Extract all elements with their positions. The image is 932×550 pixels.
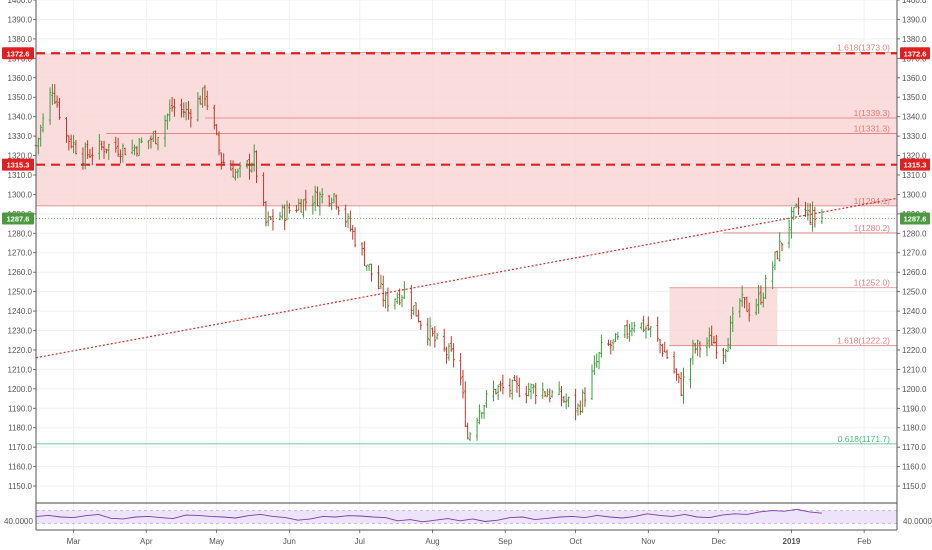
- y-tick-label-right: 1330.0: [902, 132, 927, 141]
- y-tick-label-left: 1190.0: [8, 404, 32, 413]
- x-tick-label: May: [209, 537, 224, 546]
- y-tick-label-right: 1270.0: [902, 249, 927, 258]
- y-tick-label-left: 1330.0: [8, 132, 33, 141]
- y-tick-label-right: 1180.0: [902, 424, 926, 433]
- fib-level-label: 1(1280.2): [854, 223, 891, 233]
- rsi-label-left: 40.0000: [4, 517, 33, 526]
- y-tick-label-left: 1160.0: [8, 463, 32, 472]
- x-tick-label: Aug: [425, 537, 439, 546]
- trendline: [35, 197, 898, 359]
- price-badge-left: [2, 212, 34, 225]
- fib-zone-rect: [669, 287, 778, 346]
- y-tick-label-left: 1390.0: [8, 15, 33, 24]
- y-tick-label-right: 1170.0: [902, 443, 926, 452]
- x-tick-label: 2019: [783, 537, 801, 546]
- y-tick-label-left: 1280.0: [8, 229, 33, 238]
- x-tick-label: Dec: [712, 537, 726, 546]
- y-axis-left: 1150.0 1160.0 1170.0 1180.0 1190.0 1200.0 1210…: [8, 0, 37, 530]
- y-tick-label-left: 1340.0: [8, 113, 33, 122]
- y-tick-label-left: 1150.0: [8, 482, 32, 491]
- y-tick-label-right: 1220.0: [902, 346, 927, 355]
- y-tick-label-right: 1390.0: [902, 15, 927, 24]
- y-tick-label-left: 1260.0: [8, 268, 33, 277]
- x-tick-label: Jun: [283, 537, 296, 546]
- y-tick-label-right: 1150.0: [902, 482, 926, 491]
- price-badge-right: [900, 47, 930, 60]
- price-badge-right: [900, 212, 930, 225]
- rsi-panel: 40.0000 40.0000: [4, 502, 932, 526]
- fib-level-label: 1.618(1222.2): [837, 336, 890, 346]
- y-tick-label-right: 1230.0: [902, 327, 927, 336]
- price-badge-right-text: 1372.6: [904, 49, 927, 58]
- y-tick-label-right: 1190.0: [902, 404, 926, 413]
- y-tick-label-left: 1300.0: [8, 190, 33, 199]
- y-tick-label-left: 1310.0: [8, 171, 33, 180]
- y-tick-label-right: 1200.0: [902, 385, 927, 394]
- rsi-label-right: 40.0000: [903, 517, 932, 526]
- fib-level-label: 1(1339.3): [854, 108, 891, 118]
- y-tick-label-right: 1320.0: [902, 152, 927, 161]
- price-badge-right: [900, 158, 930, 171]
- y-tick-label-left: 1210.0: [8, 365, 33, 374]
- x-tick-label: Jul: [355, 537, 365, 546]
- fib-level-label: 1(1294.1): [854, 196, 891, 206]
- resistance-lines: [36, 52, 897, 219]
- x-tick-label: Nov: [641, 537, 655, 546]
- rsi-line: [35, 508, 822, 523]
- y-tick-label-right: 1360.0: [902, 74, 927, 83]
- y-tick-label-right: 1210.0: [902, 365, 927, 374]
- x-tick-label: Apr: [140, 537, 153, 546]
- y-tick-label-right: 1250.0: [902, 288, 927, 297]
- y-tick-label-left: 1250.0: [8, 288, 33, 297]
- x-tick-label: Sep: [498, 537, 513, 546]
- y-tick-label-right: 1310.0: [902, 171, 927, 180]
- y-tick-label-left: 1360.0: [8, 74, 33, 83]
- y-tick-label-left: 1180.0: [8, 424, 32, 433]
- price-badges: 1372.6 1372.6 1315.3 1315.3 1287.6 1287.6: [2, 47, 930, 225]
- candles: [34, 84, 824, 442]
- x-axis: Mar Apr May Jun Jul Aug Sep Oct Nov Dec 2019 Feb: [36, 529, 897, 546]
- y-tick-label-left: 1200.0: [8, 385, 33, 394]
- fib-level-label: 0.618(1171.7): [838, 434, 890, 444]
- price-badge-left-text: 1372.6: [7, 49, 30, 58]
- y-tick-label-right: 1240.0: [902, 307, 927, 316]
- y-tick-label-left: 1350.0: [8, 93, 33, 102]
- y-tick-label-left: 1240.0: [8, 307, 33, 316]
- y-tick-label-left: 1270.0: [8, 249, 33, 258]
- price-badge-left: [2, 158, 34, 171]
- fib-levels: 1.618(1373.0) 1(1339.3) 1(1331.3) 1(1294.1)…: [36, 42, 897, 445]
- fib-level-label: 1(1252.0): [854, 278, 891, 288]
- y-axis-right: 1150.0 1160.0 1170.0 1180.0 1190.0 1200.0 1210…: [896, 0, 927, 530]
- x-tick-label: Feb: [857, 537, 871, 546]
- price-badge-left-text: 1287.6: [7, 215, 30, 224]
- price-badge-right-text: 1315.3: [904, 161, 927, 170]
- x-tick-label: Oct: [569, 537, 582, 546]
- y-tick-label-right: 1280.0: [902, 229, 927, 238]
- y-tick-label-right: 1380.0: [902, 35, 927, 44]
- y-tick-label-left: 1380.0: [8, 35, 33, 44]
- trendline-line: [35, 197, 898, 359]
- y-tick-label-left: 1170.0: [8, 443, 32, 452]
- fib-level-label: 1.618(1373.0): [837, 42, 890, 52]
- rsi-band: [36, 510, 897, 524]
- price-badge-right-text: 1287.6: [904, 215, 927, 224]
- price-badge-left-text: 1315.3: [7, 161, 30, 170]
- y-tick-label-right: 1340.0: [902, 113, 927, 122]
- y-tick-label-right: 1400.0: [902, 0, 927, 5]
- y-tick-label-left: 1230.0: [8, 327, 33, 336]
- y-tick-label-left: 1220.0: [8, 346, 33, 355]
- x-tick-label: Mar: [67, 537, 81, 546]
- y-tick-label-left: 1320.0: [8, 152, 33, 161]
- y-tick-label-right: 1160.0: [902, 463, 926, 472]
- resistance-zone: [36, 53, 897, 346]
- price-badge-left: [2, 47, 34, 60]
- y-tick-label-right: 1300.0: [902, 190, 927, 199]
- resistance-zone-rect: [36, 53, 897, 207]
- y-tick-label-left: 1400.0: [8, 0, 33, 5]
- fib-level-label: 1(1331.3): [854, 124, 891, 134]
- y-tick-label-right: 1260.0: [902, 268, 927, 277]
- y-tick-label-right: 1350.0: [902, 93, 927, 102]
